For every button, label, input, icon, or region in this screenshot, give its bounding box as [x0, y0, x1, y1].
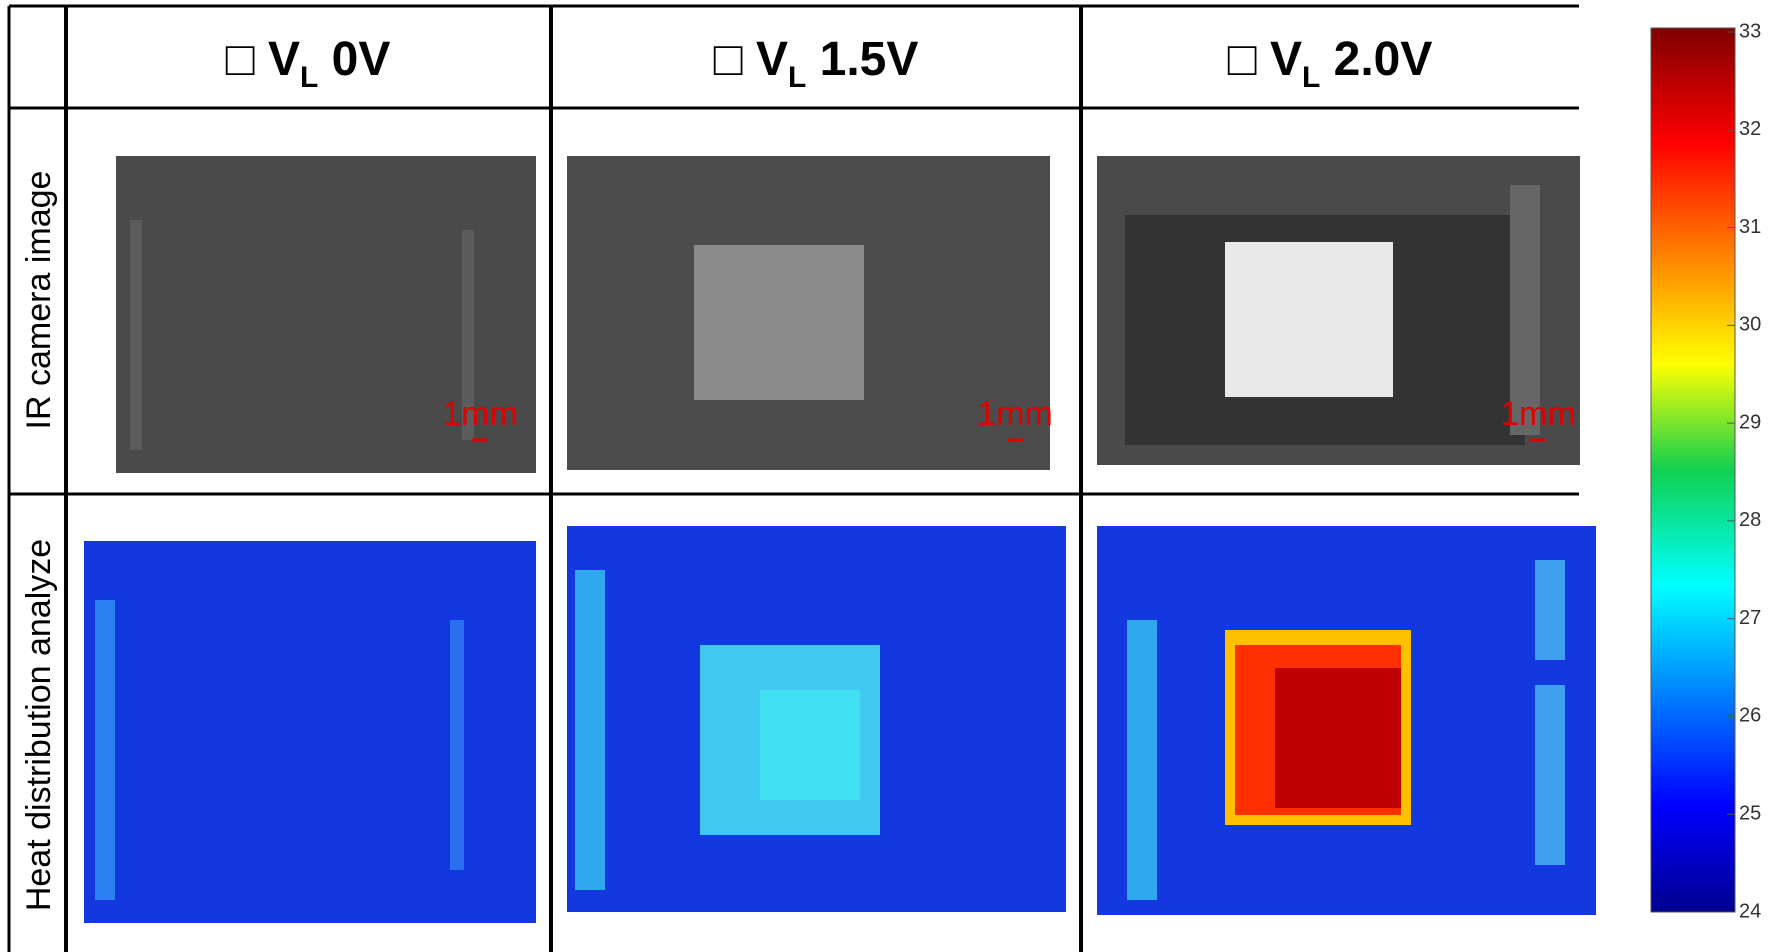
header-prefix: □ V — [714, 33, 788, 86]
colorbar-tick-label: 25 — [1739, 803, 1761, 825]
header-prefix: □ V — [1228, 33, 1302, 86]
colorbar-tick-label: 33 — [1739, 20, 1761, 42]
header-sub: L — [1302, 61, 1320, 94]
scale-bar-label: 1mm — [1500, 395, 1576, 433]
row-label: Heat distribution analyze — [20, 539, 58, 911]
header-value: 1.5V — [806, 33, 918, 86]
colorbar-tick-label: 27 — [1739, 607, 1761, 629]
header-prefix: □ V — [226, 33, 300, 86]
colorbar-tick-label: 28 — [1739, 509, 1761, 531]
colorbar-tick-label: 24 — [1739, 900, 1761, 922]
colorbar-tick-label: 26 — [1739, 705, 1761, 727]
column-header: □ VL 1.5V — [714, 33, 919, 94]
scale-bar-label: 1mm — [977, 395, 1053, 433]
column-header: □ VL 0V — [226, 33, 391, 94]
column-header: □ VL 2.0V — [1228, 33, 1433, 94]
colorbar-tick-label: 31 — [1739, 216, 1761, 238]
colorbar-tick-label: 32 — [1739, 118, 1761, 140]
scale-bar-label: 1mm — [442, 395, 518, 433]
row-label: IR camera image — [20, 171, 58, 430]
header-value: 0V — [318, 33, 390, 86]
colorbar — [1651, 28, 1735, 912]
heat-maps — [84, 526, 1596, 923]
colorbar-tick-label: 29 — [1739, 411, 1761, 433]
figure: □ VL 0V□ VL 1.5V□ VL 2.0VIR camera image… — [0, 0, 1779, 952]
header-sub: L — [788, 61, 806, 94]
header-value: 2.0V — [1320, 33, 1432, 86]
ir-images — [116, 156, 1580, 473]
header-sub: L — [300, 61, 318, 94]
colorbar-tick-label: 30 — [1739, 314, 1761, 336]
